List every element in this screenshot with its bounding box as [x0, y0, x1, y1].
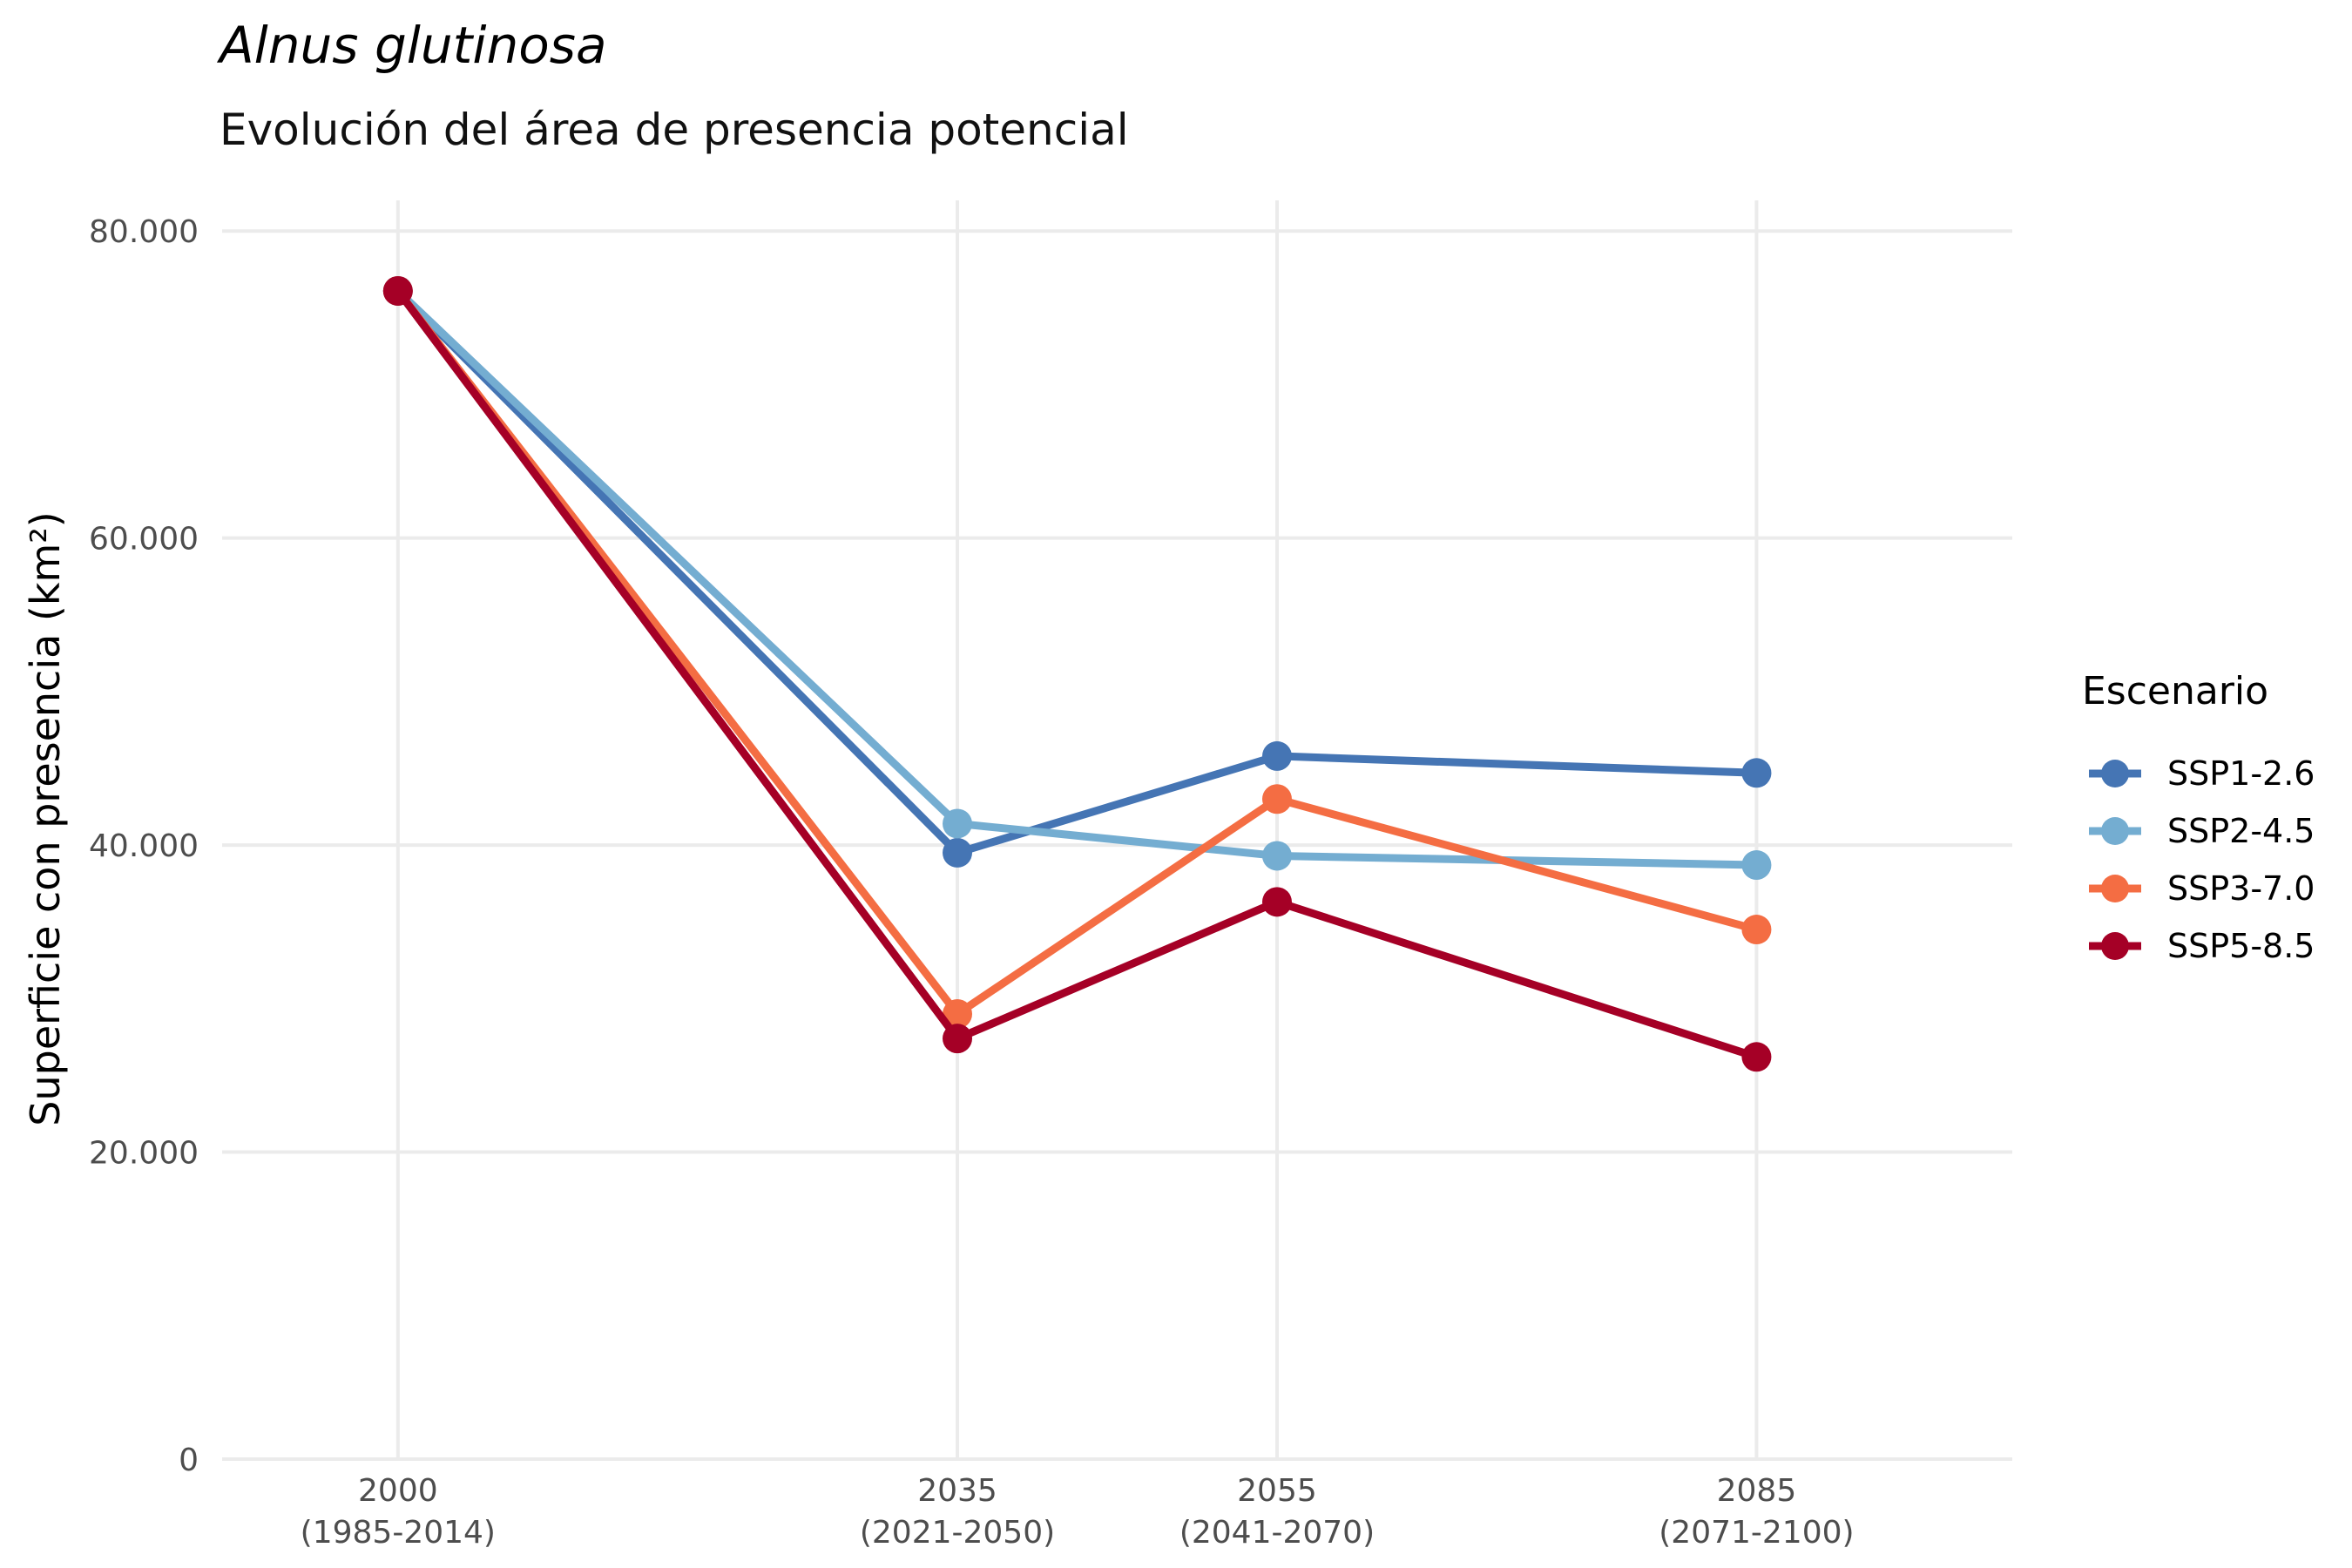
- chart-title: Alnus glutinosa: [220, 16, 607, 75]
- x-tick-label: 2000: [358, 1473, 438, 1509]
- data-point-ssp5-8-5: [1741, 1042, 1772, 1072]
- series-line-ssp3-7-0: [395, 288, 1758, 1018]
- data-point-ssp2-4-5: [1741, 850, 1772, 881]
- legend-label-ssp5-8-5: SSP5-8.5: [2167, 927, 2315, 965]
- x-tick-label: 2055: [1237, 1473, 1317, 1509]
- legend-label-ssp2-4-5: SSP2-4.5: [2167, 812, 2315, 850]
- legend-label-ssp3-7-0: SSP3-7.0: [2167, 869, 2315, 908]
- data-point-ssp5-8-5: [1261, 887, 1292, 917]
- legend-label-ssp1-2-6: SSP1-2.6: [2167, 754, 2315, 793]
- x-axis-ticks: 2000 (1985-2014) 2035 (2021-2050) 2055 (2041-…: [301, 1473, 1855, 1551]
- data-point-ssp1-2-6: [943, 837, 973, 868]
- legend-key-point-ssp1-2-6: [2101, 760, 2129, 787]
- data-point-ssp2-4-5: [943, 808, 973, 839]
- data-point-ssp5-8-5: [382, 275, 413, 306]
- x-tick-sublabel: (1985-2014): [301, 1515, 496, 1551]
- series-line-ssp1-2-6: [395, 287, 1757, 857]
- legend-title: Escenario: [2082, 669, 2268, 713]
- x-tick-sublabel: (2021-2050): [860, 1515, 1055, 1551]
- y-tick-label: 60.000: [89, 522, 199, 558]
- legend: Escenario SSP1-2.6 SSP2-4.5 SSP3-7.0 SSP5-8…: [2082, 669, 2315, 965]
- chart-subtitle: Evolución del área de presencia potencia…: [220, 105, 1129, 155]
- y-tick-label: 80.000: [89, 214, 199, 250]
- y-axis-ticks: 0 20.000 40.000 60.000 80.000: [89, 214, 199, 1478]
- data-point-ssp2-4-5: [1261, 841, 1292, 871]
- x-tick-sublabel: (2071-2100): [1659, 1515, 1854, 1551]
- legend-key-point-ssp5-8-5: [2101, 932, 2129, 960]
- y-axis-label: Superficie con presencia (km²): [22, 511, 69, 1125]
- series-line-ssp5-8-5: [395, 288, 1758, 1061]
- x-tick-sublabel: (2041-2070): [1179, 1515, 1375, 1551]
- y-tick-label: 0: [179, 1443, 199, 1478]
- series-lines: [382, 275, 1772, 1072]
- y-tick-label: 40.000: [89, 828, 199, 864]
- x-tick-label: 2085: [1717, 1473, 1797, 1509]
- y-tick-label: 20.000: [89, 1136, 199, 1172]
- series-line-ssp2-4-5: [395, 287, 1757, 869]
- data-point-ssp1-2-6: [1741, 758, 1772, 788]
- data-point-ssp3-7-0: [1261, 784, 1292, 814]
- data-point-ssp3-7-0: [943, 998, 973, 1029]
- data-point-ssp5-8-5: [943, 1024, 973, 1054]
- data-point-ssp3-7-0: [1741, 915, 1772, 945]
- data-point-ssp1-2-6: [1261, 740, 1292, 771]
- legend-key-point-ssp3-7-0: [2101, 875, 2129, 902]
- legend-key-point-ssp2-4-5: [2101, 817, 2129, 845]
- x-tick-label: 2035: [917, 1473, 997, 1509]
